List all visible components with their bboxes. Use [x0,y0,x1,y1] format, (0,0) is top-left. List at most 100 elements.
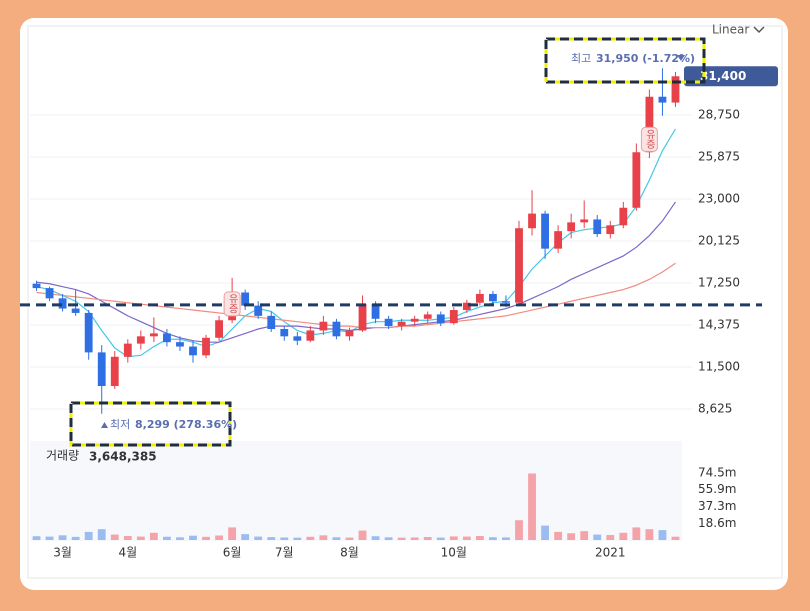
volume-bar [267,537,276,540]
candle-body [502,301,510,303]
event-marker [640,126,658,152]
highlight-box-yellow [69,401,232,447]
event-label: 유증 [226,294,238,314]
volume-bar [228,527,237,540]
candle-body [658,96,667,103]
volume-bar [436,537,445,540]
volume-bar [97,529,106,540]
candle-body [176,342,184,347]
event-marker [223,291,241,317]
candle-body [449,310,458,324]
x-tick-label: 2021 [595,546,626,560]
x-tick-label: 8월 [340,546,359,560]
y-tick-label: 37.3m [698,499,736,513]
volume-bar [215,535,223,540]
volume-bar [371,536,380,540]
candle-body [97,352,106,386]
candle-body [280,329,289,337]
candle-body [515,228,523,303]
last-price-box [684,66,778,87]
candle-body [45,288,54,299]
volume-bar [658,530,667,540]
candle-body [619,207,628,226]
volume-bar [45,536,54,540]
x-tick-label: 3월 [53,546,72,560]
volume-bar [606,535,615,540]
y-tick-label: 8,625 [698,401,732,415]
candle-body [136,336,145,344]
candle-body [189,346,197,356]
volume-bar [449,536,458,540]
volume-bar [202,536,210,540]
candle-body [110,356,119,386]
y-tick-label: 20,125 [698,233,740,247]
volume-bar [254,536,263,540]
down-arrow [677,55,685,61]
volume-bar [632,527,641,540]
candle-body [293,336,302,341]
volume-bar [110,534,119,540]
volume-bar [502,537,510,540]
volume-bar [32,536,41,540]
candle-body [632,152,641,208]
x-tick-label: 6월 [223,546,242,560]
volume-bar [619,532,628,540]
highlight-box-yellow [544,37,706,84]
candle-body [71,308,80,313]
volume-bar [163,536,171,540]
volume-bar [136,536,145,540]
volume-bar [671,536,680,540]
candle-body [58,298,67,309]
candle-body [123,343,132,357]
volume-bar [58,535,67,540]
candle-body [202,337,210,356]
volume-bar [84,531,93,540]
x-tick-label: 4월 [118,546,137,560]
y-tick-label: 14,375 [698,317,740,331]
volume-panel [30,441,682,541]
candle-body [358,304,367,331]
candle-body [32,283,41,289]
candle-body [371,304,380,319]
y-tick-label: 55.9m [698,482,736,496]
candle-body [397,321,406,327]
high-value: 31,950 (-1.72%) [596,52,695,65]
panel-border [27,25,783,579]
volume-bar [528,473,536,540]
volume-bar [567,533,576,540]
candle-body [606,225,615,235]
moving-average [36,128,676,358]
candle-body [319,321,328,331]
scale-toggle[interactable]: Linear [712,23,749,37]
volume-bar [489,537,497,540]
volume-bar [306,536,315,540]
candle-body [671,76,680,103]
volume-bar [319,535,328,540]
volume-bar [189,535,197,540]
candle-body [462,302,471,311]
event-label: 유증 [643,129,655,149]
x-tick-label: 10월 [441,546,467,560]
volume-bar [554,531,563,540]
volume-bar [358,530,367,540]
volume-bar [280,537,289,540]
highlight-box [69,401,232,447]
volume-bar [541,525,549,540]
low-value: 8,299 (278.36%) [135,418,237,431]
volume-bar [515,520,523,540]
volume-bar [384,537,393,540]
candle-body [306,330,315,341]
moving-average [36,262,676,329]
volume-bar [149,532,158,540]
y-tick-label: 28,750 [698,107,740,121]
candle-body [149,333,158,337]
candle-body [267,315,276,330]
up-arrow [101,422,108,428]
chevron[interactable] [753,26,765,34]
candle-body [541,213,549,249]
y-tick-label: 23,000 [698,191,740,205]
volume-bar [645,529,654,540]
volume-bar [475,535,484,540]
y-tick-label: 18.6m [698,516,736,530]
